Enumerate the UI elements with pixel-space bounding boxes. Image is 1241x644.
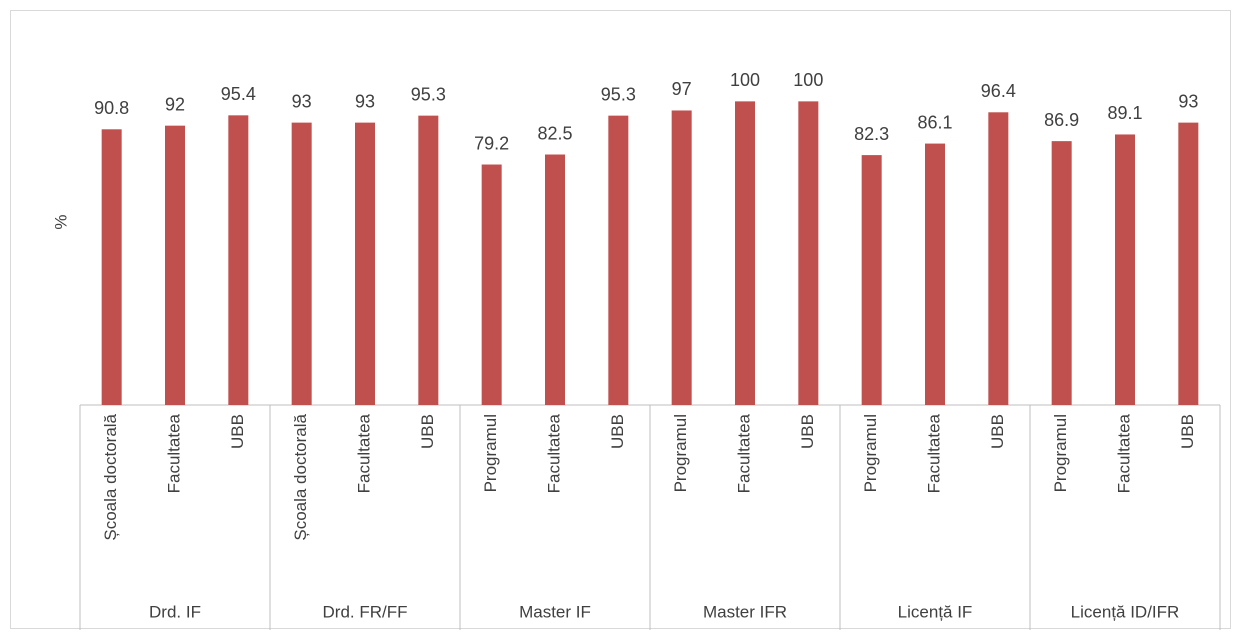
x-tick-label: UBB <box>608 414 627 449</box>
group-label: Drd. FR/FF <box>323 602 408 621</box>
x-tick-label: Programul <box>481 414 500 492</box>
bar <box>735 101 755 405</box>
data-label: 100 <box>793 70 823 90</box>
group-label: Licență ID/IFR <box>1071 602 1180 621</box>
group-label: Drd. IF <box>149 602 201 621</box>
bar <box>481 164 502 405</box>
group-label: Licență IF <box>898 602 973 621</box>
data-label: 93 <box>292 91 312 111</box>
x-tick-label: Facultatea <box>924 413 943 493</box>
data-label: 96.4 <box>981 81 1016 101</box>
group-label: Master IFR <box>703 602 787 621</box>
x-tick-label: Facultatea <box>164 413 183 493</box>
bar <box>355 122 375 406</box>
bar <box>1178 122 1199 406</box>
data-label: 95.3 <box>601 84 636 104</box>
data-label: 93 <box>355 91 375 111</box>
data-label: 82.5 <box>537 123 572 143</box>
bar <box>988 112 1009 405</box>
data-label: 90.8 <box>94 98 129 118</box>
x-tick-label: UBB <box>1178 414 1197 449</box>
x-tick-label: Programul <box>1051 414 1070 492</box>
data-label: 95.4 <box>221 84 256 104</box>
bar <box>228 115 249 406</box>
x-tick-label: UBB <box>418 414 437 449</box>
data-label: 89.1 <box>1107 103 1142 123</box>
bar <box>545 154 565 405</box>
x-tick-label: Programul <box>671 414 690 492</box>
bar <box>101 129 122 405</box>
x-tick-label: Facultatea <box>1114 413 1133 493</box>
x-tick-label: Școala doctorală <box>101 413 120 540</box>
x-tick-label: UBB <box>798 414 817 449</box>
bar <box>608 115 629 405</box>
bar <box>291 122 312 406</box>
data-label: 86.1 <box>917 112 952 132</box>
x-tick-label: UBB <box>988 414 1007 449</box>
bar <box>671 110 692 406</box>
bar <box>1051 141 1072 405</box>
data-label: 82.3 <box>854 124 889 144</box>
bar <box>165 125 185 406</box>
bar <box>418 115 439 405</box>
data-label: 86.9 <box>1044 110 1079 130</box>
data-label: 79.2 <box>474 133 509 153</box>
x-tick-label: Facultatea <box>544 413 563 493</box>
x-tick-label: Facultatea <box>734 413 753 493</box>
data-label: 95.3 <box>411 84 446 104</box>
data-label: 100 <box>730 70 760 90</box>
data-label: 92 <box>165 94 185 114</box>
y-axis-label: % <box>51 214 70 229</box>
data-label: 97 <box>672 79 692 99</box>
x-tick-label: Facultatea <box>354 413 373 493</box>
x-tick-label: UBB <box>228 414 247 449</box>
x-tick-label: Programul <box>861 414 880 492</box>
bar <box>925 143 945 405</box>
bar <box>861 155 882 405</box>
data-label: 93 <box>1178 91 1198 111</box>
bar <box>1115 134 1135 405</box>
x-tick-label: Școala doctorală <box>291 413 310 540</box>
group-label: Master IF <box>519 602 591 621</box>
bar <box>798 101 819 405</box>
